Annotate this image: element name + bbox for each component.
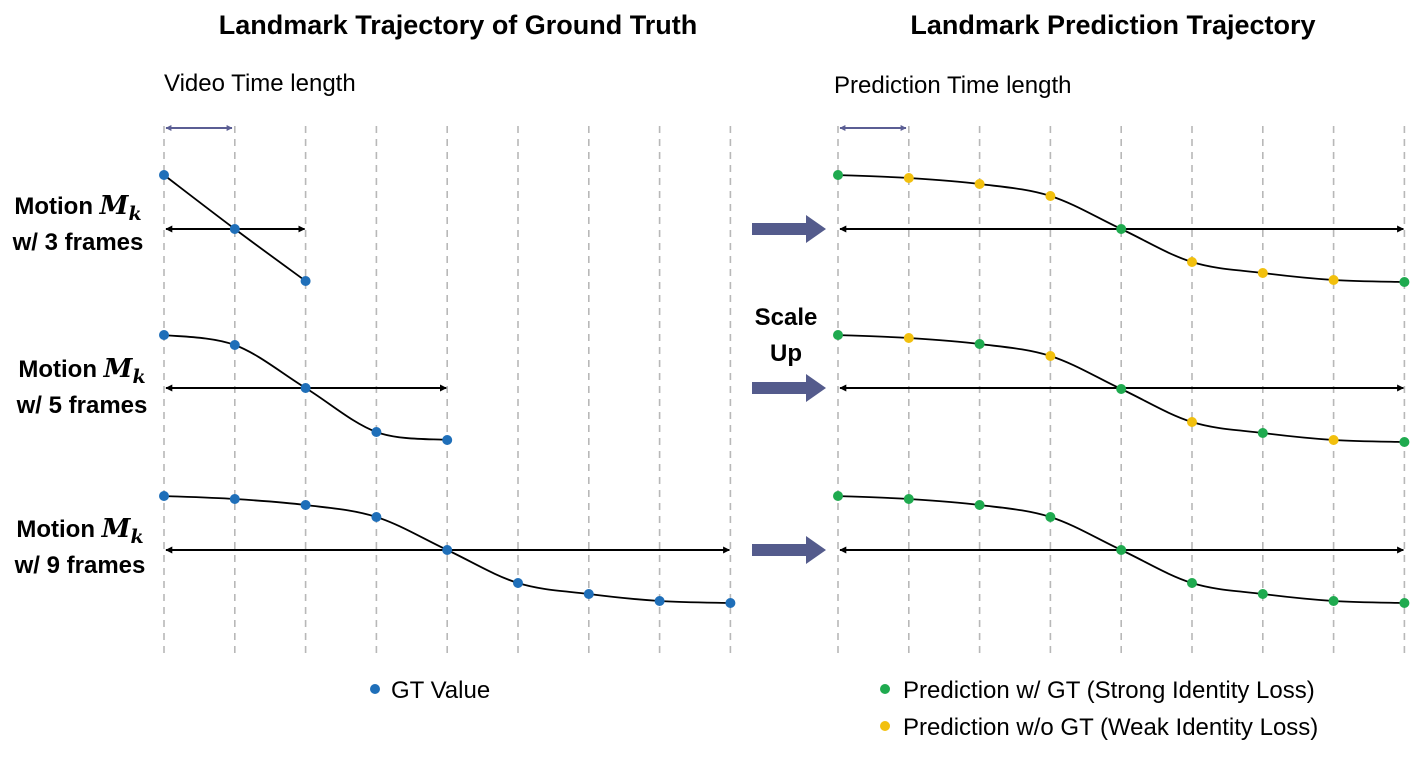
prediction-strong-point	[1399, 598, 1410, 608]
prediction-strong-point	[1257, 428, 1268, 438]
prediction-strong-point	[1328, 596, 1339, 606]
prediction-weak-point	[974, 179, 985, 189]
motion-symbol: M	[101, 514, 132, 544]
legend-pred-strong-icon	[880, 684, 890, 694]
prediction-strong-point	[1116, 224, 1127, 234]
row-frames-label: w/ 5 frames	[16, 392, 148, 419]
prediction-strong-point	[1045, 512, 1056, 522]
prediction-strong-point	[833, 170, 843, 180]
prediction-strong-point	[974, 339, 985, 349]
prediction-strong-point	[1399, 277, 1410, 287]
gt-value-point	[442, 435, 453, 445]
gt-value-point	[371, 427, 382, 437]
prediction-weak-point	[1328, 435, 1339, 445]
prediction-weak-point	[903, 173, 914, 183]
motion-symbol-sub: k	[130, 526, 143, 548]
prediction-strong-point	[1187, 578, 1197, 588]
scale-up-arrow	[752, 374, 826, 402]
scale-up-arrow	[752, 215, 826, 243]
right-panel-title: Landmark Prediction Trajectory	[910, 10, 1315, 40]
legend-pred-weak-label: Prediction w/o GT (Weak Identity Loss)	[903, 714, 1318, 741]
motion-symbol: M	[99, 191, 130, 221]
prediction-weak-point	[1187, 257, 1197, 267]
gt-value-point	[300, 276, 311, 286]
legend-pred-weak-icon	[880, 721, 890, 731]
svg-text:Motion Mk: Motion Mk	[14, 191, 141, 225]
prediction-strong-point	[833, 330, 843, 340]
gt-value-point	[725, 598, 736, 608]
motion-label-prefix: Motion	[18, 356, 103, 383]
gt-value-point	[654, 596, 665, 606]
left-panel-title: Landmark Trajectory of Ground Truth	[219, 10, 698, 40]
scale-up-label-line1: Scale	[755, 304, 818, 331]
svg-text:Motion Mk: Motion Mk	[18, 354, 145, 388]
row-frames-label: w/ 3 frames	[12, 229, 144, 256]
legend-gt-value-icon	[370, 684, 380, 694]
prediction-weak-point	[1045, 191, 1056, 201]
prediction-strong-point	[1257, 589, 1268, 599]
gt-value-point	[159, 170, 169, 180]
motion-label-prefix: Motion	[14, 193, 99, 220]
gt-value-point	[159, 491, 169, 501]
gt-value-point	[513, 578, 523, 588]
gt-value-point	[583, 589, 594, 599]
svg-text:Motion Mk: Motion Mk	[16, 514, 143, 548]
prediction-strong-point	[974, 500, 985, 510]
prediction-strong-point	[833, 491, 843, 501]
legend-gt-value-label: GT Value	[391, 677, 490, 704]
motion-symbol: M	[103, 354, 134, 384]
prediction-weak-point	[1328, 275, 1339, 285]
gt-value-point	[371, 512, 382, 522]
prediction-strong-point	[903, 494, 914, 504]
prediction-strong-point	[1116, 545, 1127, 555]
prediction-weak-point	[1187, 417, 1197, 427]
motion-label-prefix: Motion	[16, 516, 101, 543]
gt-value-point	[229, 494, 240, 504]
gt-value-point	[159, 330, 169, 340]
scale-up-arrow	[752, 536, 826, 564]
left-grid-lines	[163, 126, 732, 654]
row-label-3-frames: Motion Mk w/ 3 frames	[12, 191, 144, 256]
gt-value-point	[229, 224, 240, 234]
row-frames-label: w/ 9 frames	[14, 552, 146, 579]
scale-up-label-line2: Up	[770, 340, 802, 367]
motion-symbol-sub: k	[132, 366, 145, 388]
row-label-5-frames: Motion Mk w/ 5 frames	[16, 354, 148, 419]
right-panel-subtitle: Prediction Time length	[834, 72, 1071, 99]
prediction-weak-point	[1045, 351, 1056, 361]
prediction-strong-point	[1116, 384, 1127, 394]
prediction-weak-point	[1257, 268, 1268, 278]
left-panel-subtitle: Video Time length	[164, 70, 356, 97]
row-label-9-frames: Motion Mk w/ 9 frames	[14, 514, 146, 579]
legend-pred-strong-label: Prediction w/ GT (Strong Identity Loss)	[903, 677, 1315, 704]
motion-symbol-sub: k	[128, 203, 141, 225]
gt-value-point	[442, 545, 453, 555]
prediction-weak-point	[903, 333, 914, 343]
gt-value-point	[229, 340, 240, 350]
gt-value-point	[300, 383, 311, 393]
gt-value-point	[300, 500, 311, 510]
prediction-strong-point	[1399, 437, 1410, 447]
